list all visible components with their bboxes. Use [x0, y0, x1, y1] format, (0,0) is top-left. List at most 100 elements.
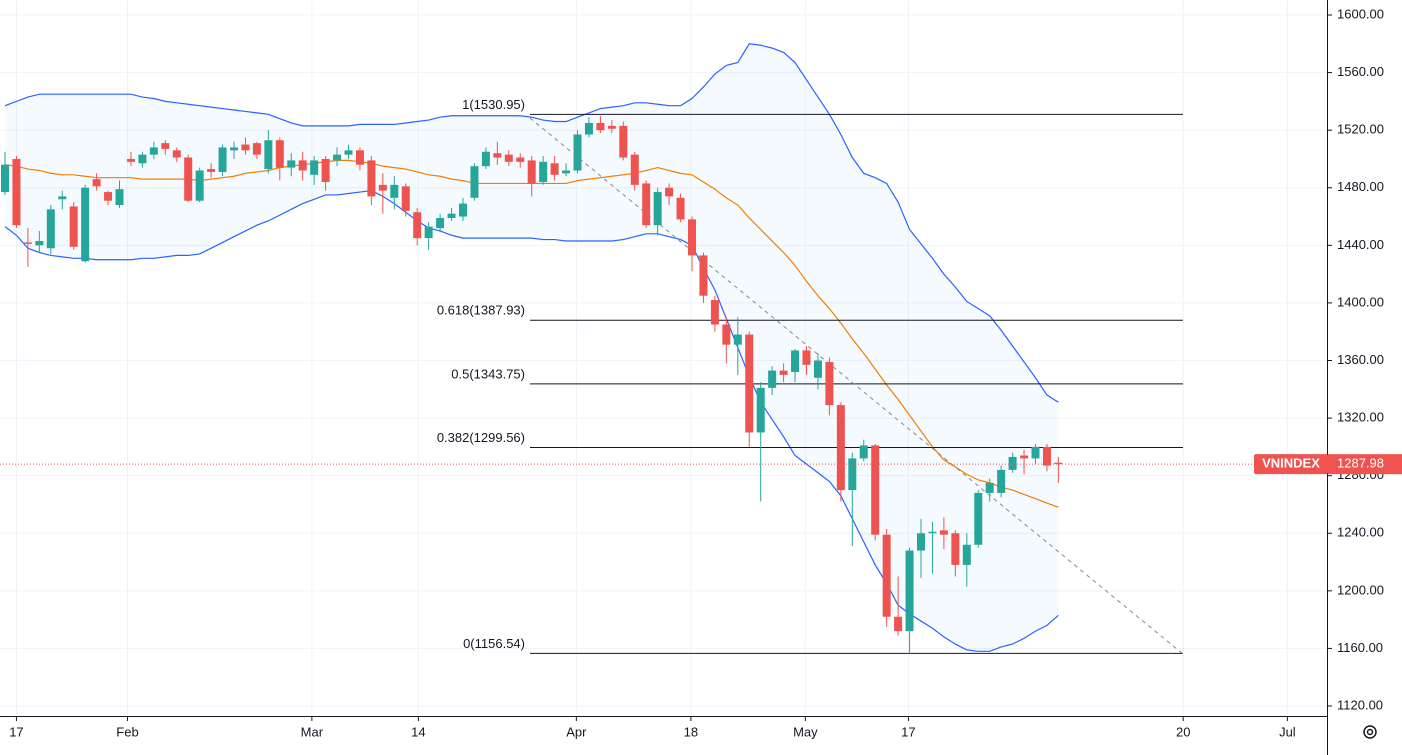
candle-body: [161, 143, 170, 149]
candle-body: [733, 334, 742, 345]
candle-body: [264, 140, 273, 170]
candle-body: [974, 492, 983, 545]
candle-body: [447, 213, 456, 218]
candle-body: [481, 151, 490, 167]
candle-body: [653, 192, 662, 226]
candle-body: [298, 160, 307, 171]
candle-body: [539, 161, 548, 182]
candle-body: [12, 158, 21, 226]
candle-body: [562, 170, 571, 174]
candle-body: [344, 150, 353, 155]
grid: [0, 0, 1327, 716]
candle-body: [859, 445, 868, 459]
candle-body: [104, 192, 113, 201]
candle-body: [939, 530, 948, 535]
candle-body: [504, 154, 513, 162]
candle-body: [962, 544, 971, 565]
candle-body: [310, 160, 319, 175]
candle-body: [607, 125, 616, 129]
y-tick-label: 1480.00: [1337, 179, 1384, 194]
candle-body: [424, 226, 433, 239]
candle-body: [138, 154, 147, 164]
candle-body: [218, 147, 227, 172]
x-tick-label: 18: [684, 724, 698, 739]
candle-body: [470, 166, 479, 198]
fib-level-label: 0.5(1343.75): [451, 366, 525, 381]
candle-body: [768, 370, 777, 388]
candle-body: [985, 482, 994, 493]
candle-body: [928, 531, 937, 534]
y-tick-label: 1320.00: [1337, 410, 1384, 425]
x-tick-label: 20: [1176, 724, 1190, 739]
candle-body: [1008, 456, 1017, 470]
fib-level-label: 0.618(1387.93): [437, 303, 525, 318]
candle-body: [848, 458, 857, 491]
x-tick-label: 14: [411, 724, 425, 739]
candle-body: [275, 140, 284, 168]
candle-body: [390, 184, 399, 198]
candle-body: [401, 186, 410, 211]
candle-body: [596, 122, 605, 131]
candle-body: [699, 255, 708, 296]
candle-body: [207, 169, 216, 172]
candle-body: [905, 550, 914, 632]
fib-level-label: 0.382(1299.56): [437, 430, 525, 445]
candle-body: [459, 203, 467, 217]
candle-body: [894, 616, 903, 632]
candle-body: [516, 157, 525, 162]
candle-body: [836, 405, 845, 491]
y-tick-label: 1120.00: [1337, 697, 1383, 712]
candle-body: [23, 242, 32, 244]
candle-body: [710, 300, 719, 325]
candle-body: [355, 150, 364, 165]
candle-body: [550, 163, 559, 175]
candle-body: [436, 217, 445, 229]
y-tick-label: 1440.00: [1337, 237, 1384, 252]
candle-body: [882, 534, 891, 617]
candle-body: [115, 189, 124, 206]
y-tick-label: 1520.00: [1337, 122, 1384, 137]
gear-ring: [1363, 725, 1377, 739]
x-tick-label: Jul: [1279, 724, 1296, 739]
symbol-label: VNINDEX: [1262, 456, 1320, 471]
candle-body: [825, 361, 834, 406]
band-fill: [5, 43, 1059, 652]
indicator-line: [4, 43, 1059, 403]
candle-body: [81, 187, 90, 262]
candle-body: [333, 154, 342, 161]
plot-area: 1(1530.95) 0.618(1387.93) 0.5(1343.75) 0.38…: [0, 43, 1327, 655]
candle-body: [493, 153, 502, 158]
candle-body: [195, 170, 204, 201]
candle-body: [676, 197, 685, 220]
candle-body: [92, 179, 101, 187]
x-tick-label: Apr: [566, 724, 587, 739]
candle-body: [1054, 462, 1063, 465]
candle-body: [1, 164, 9, 193]
y-tick-label: 1400.00: [1337, 294, 1384, 309]
candle-body: [802, 350, 811, 365]
candle-body: [722, 324, 731, 345]
y-tick-label: 1600.00: [1337, 6, 1384, 21]
candle-body: [917, 533, 925, 551]
trend-line: [529, 117, 1184, 655]
candle-body: [172, 150, 181, 158]
settings-icon[interactable]: [1363, 725, 1377, 739]
y-tick-label: 1560.00: [1337, 64, 1384, 79]
x-tick-label: Feb: [116, 724, 138, 739]
candle-body: [58, 196, 67, 200]
y-tick-label: 1160.00: [1337, 640, 1383, 655]
candle-body: [241, 144, 250, 151]
candle-body: [367, 160, 376, 197]
candle-body: [321, 158, 330, 182]
candle-body: [149, 147, 158, 155]
fib-level-label: 1(1530.95): [462, 97, 525, 112]
x-tick-label: 17: [901, 724, 915, 739]
x-tick-label: 17: [9, 724, 23, 739]
candle-body: [46, 209, 55, 249]
candle-body: [1042, 446, 1051, 466]
fib-level-label: 0(1156.54): [463, 636, 525, 651]
candle-body: [688, 219, 696, 256]
y-tick-label: 1360.00: [1337, 352, 1384, 367]
candle-body: [745, 334, 754, 433]
